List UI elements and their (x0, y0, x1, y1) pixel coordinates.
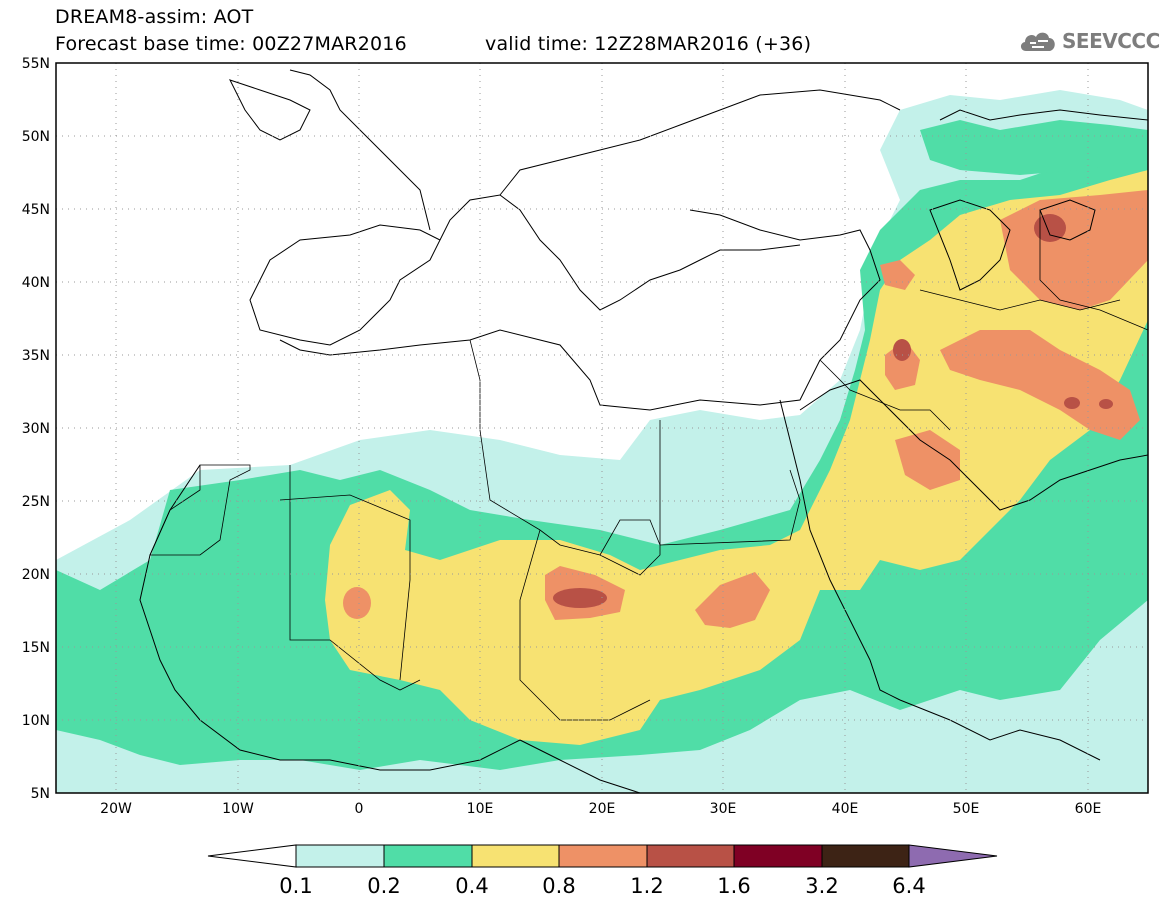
colorbar-low-arrow (207, 844, 297, 868)
colorbar-high-arrow (908, 844, 998, 868)
lat-label: 10N (22, 713, 50, 729)
lon-label: 50E (953, 801, 980, 817)
colorbar-bin (471, 844, 560, 868)
colorbar-label: 0.4 (455, 874, 488, 898)
colorbar-label: 6.4 (892, 874, 925, 898)
lon-label: 40E (832, 801, 859, 817)
colorbar-label: 1.6 (717, 874, 750, 898)
lon-label: 10W (222, 801, 254, 817)
lon-label: 10E (467, 801, 494, 817)
map-grid (56, 63, 1148, 793)
cloud-icon (1020, 32, 1055, 51)
lat-label: 5N (31, 786, 50, 802)
lon-label: 30E (710, 801, 737, 817)
colorbar-bin (295, 844, 385, 868)
lon-label: 20E (589, 801, 616, 817)
lon-axis: 20W 10W 0 10E 20E 30E 40E 50E 60E (100, 801, 1101, 817)
lat-label: 45N (22, 202, 50, 218)
lat-label: 40N (22, 275, 50, 291)
colorbar: 0.1 0.2 0.4 0.8 1.2 1.6 3.2 6.4 (207, 844, 998, 898)
valid-time: valid time: 12Z28MAR2016 (+36) (485, 33, 812, 55)
colorbar-bin (383, 844, 473, 868)
colorbar-label: 0.2 (367, 874, 400, 898)
colorbar-bin (558, 844, 648, 868)
coastlines (139, 69, 1148, 793)
lon-label: 20W (100, 801, 132, 817)
lat-label: 20N (22, 567, 50, 583)
lat-label: 55N (22, 56, 50, 72)
colorbar-bin (646, 844, 735, 868)
lat-label: 50N (22, 129, 50, 145)
colorbar-label: 0.8 (542, 874, 575, 898)
lat-axis: 55N 50N 45N 40N 35N 30N 25N 20N 15N 10N … (22, 56, 50, 802)
colorbar-bin (821, 844, 910, 868)
colorbar-label: 0.1 (279, 874, 312, 898)
lon-label: 0 (355, 801, 364, 817)
lat-label: 35N (22, 348, 50, 364)
lat-label: 15N (22, 640, 50, 656)
chart-title: DREAM8-assim: AOT (55, 6, 254, 28)
lon-label: 60E (1075, 801, 1102, 817)
colorbar-label: 1.2 (630, 874, 663, 898)
lat-label: 25N (22, 494, 50, 510)
logo-text: SEEVCCC (1062, 29, 1160, 53)
forecast-base-time: Forecast base time: 00Z27MAR2016 (55, 33, 407, 55)
lat-label: 30N (22, 421, 50, 437)
seevccc-logo: SEEVCCC (1018, 26, 1160, 56)
aot-band-1-2 (553, 214, 1113, 608)
map-frame (55, 62, 1149, 794)
aot-band-0-4 (325, 170, 1148, 745)
colorbar-label: 3.2 (805, 874, 838, 898)
colorbar-bin (733, 844, 823, 868)
